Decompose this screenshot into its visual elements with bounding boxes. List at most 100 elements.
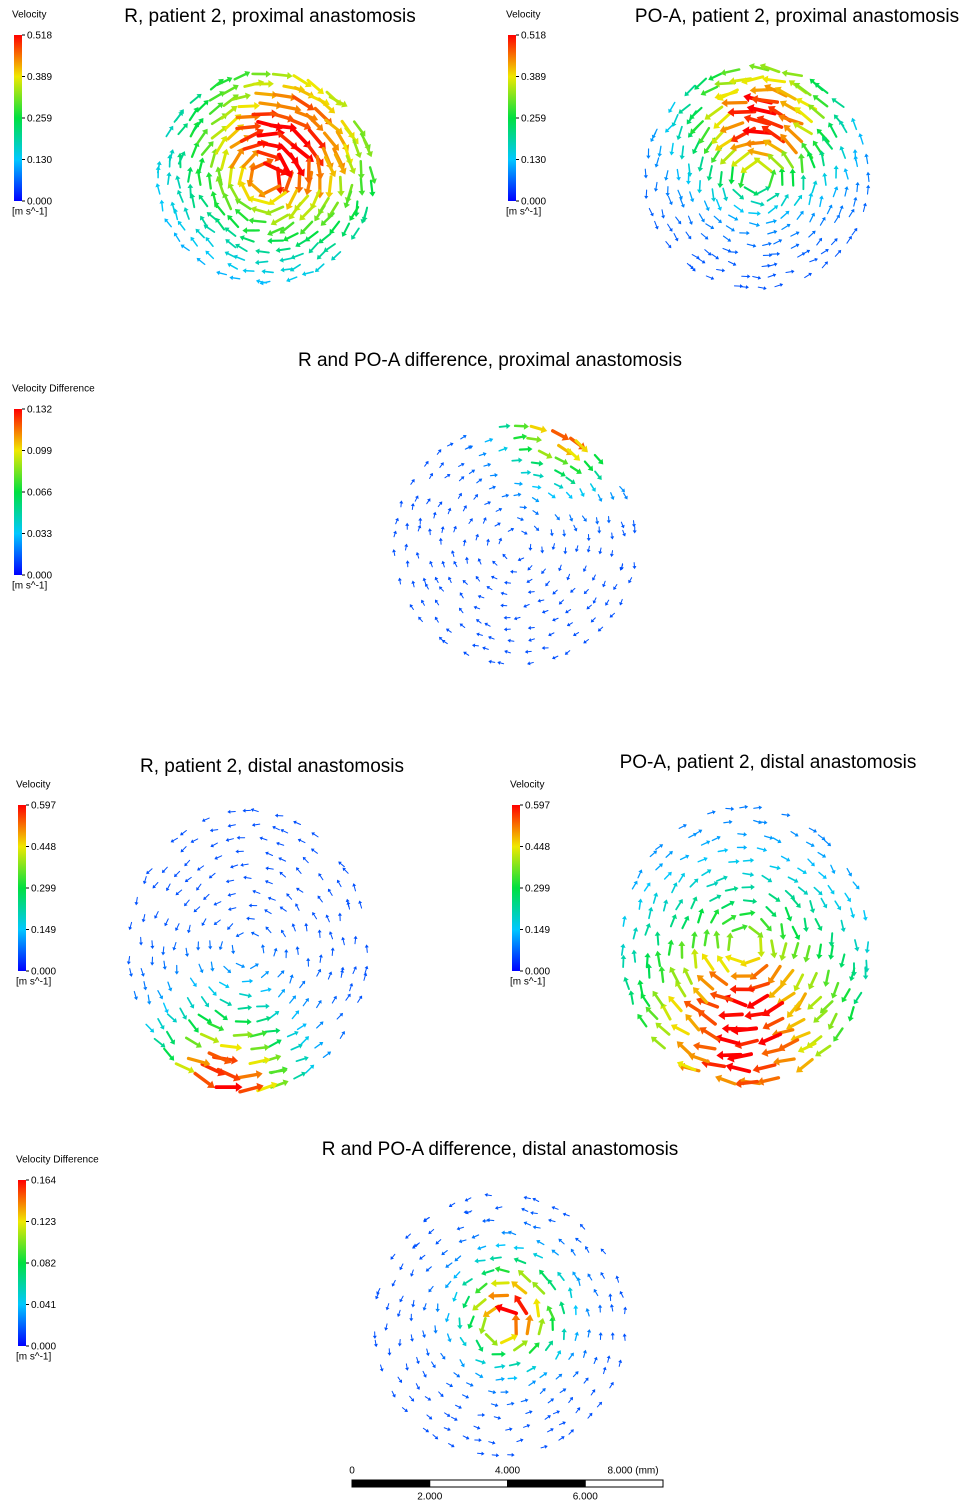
vector-arrow <box>541 1447 545 1448</box>
vector-arrow <box>239 169 243 184</box>
vector-arrow <box>273 74 287 76</box>
vector-arrow-head <box>538 485 542 490</box>
vector-arrow <box>654 129 657 135</box>
vector-arrow <box>427 586 429 589</box>
color-bar <box>14 409 22 575</box>
vector-arrow <box>320 876 323 880</box>
vector-arrow <box>158 187 160 194</box>
vector-arrow <box>717 936 718 948</box>
vector-arrow <box>394 533 395 536</box>
vector-arrow <box>782 993 794 1001</box>
vector-arrow-head <box>157 161 162 165</box>
vector-arrow <box>527 1368 533 1371</box>
vector-arrow <box>496 510 499 512</box>
vector-arrow-head <box>661 215 665 218</box>
vector-arrow <box>819 945 821 955</box>
vector-arrow <box>237 127 255 129</box>
vector-arrow <box>841 921 843 929</box>
vector-arrow <box>569 1399 571 1402</box>
vector-arrow <box>430 475 432 478</box>
vector-arrow <box>763 244 769 245</box>
vector-arrow <box>183 247 189 251</box>
vector-arrow <box>305 272 313 274</box>
vector-arrow <box>669 944 671 954</box>
vector-arrow-head <box>691 949 699 955</box>
vector-arrow <box>576 1410 578 1413</box>
vector-arrow <box>755 966 767 976</box>
vector-arrow-head <box>757 211 761 216</box>
legend-unit: [m s^-1] <box>12 581 47 592</box>
vector-arrow-head <box>358 191 365 196</box>
vector-arrow <box>180 224 185 230</box>
vector-arrow <box>834 983 838 994</box>
vector-arrow <box>808 859 812 864</box>
vector-arrow <box>268 868 273 869</box>
vector-arrow <box>567 492 570 496</box>
vector-arrow <box>176 112 181 120</box>
vector-arrow-head <box>540 473 544 478</box>
vector-arrow <box>568 610 571 612</box>
vector-arrow <box>801 158 802 172</box>
vector-arrow <box>319 898 322 902</box>
vector-arrow-head <box>457 1325 462 1329</box>
vector-arrow <box>784 970 793 982</box>
vector-arrow <box>454 529 455 532</box>
vector-arrow <box>761 919 768 927</box>
vector-arrow <box>297 906 299 910</box>
vector-arrow <box>361 161 362 174</box>
vector-arrow <box>208 253 213 258</box>
vector-arrow-head <box>568 1287 573 1291</box>
vector-arrow <box>239 106 254 107</box>
vector-arrow-head <box>506 1390 509 1394</box>
vector-arrow-head <box>472 644 475 648</box>
vector-arrow-head <box>229 275 233 280</box>
vector-arrow <box>198 173 200 185</box>
vector-arrow <box>555 656 558 657</box>
vector-arrow-head <box>745 139 751 148</box>
vector-arrow-head <box>358 174 365 179</box>
vector-arrow <box>476 1300 485 1307</box>
vector-arrow <box>226 118 237 129</box>
vector-arrow <box>378 1289 380 1293</box>
vector-arrow-head <box>268 987 272 992</box>
panel: R, patient 2, proximal anastomosisVeloci… <box>12 6 416 285</box>
vector-arrow <box>485 440 490 442</box>
vector-arrow <box>723 236 728 240</box>
vector-arrow-head <box>525 1314 533 1321</box>
vector-arrow <box>623 919 624 926</box>
vector-arrow-head <box>405 523 409 526</box>
vector-arrow <box>747 244 753 245</box>
legend-tick-label: 0.518 <box>27 31 52 42</box>
vector-arrow-head <box>853 149 858 153</box>
vector-arrow <box>412 1270 413 1274</box>
vector-arrow <box>566 478 572 482</box>
color-bar <box>14 35 22 201</box>
vector-arrow <box>170 153 172 161</box>
panel: R and PO-A difference, proximal anastomo… <box>12 350 682 665</box>
vector-arrow <box>836 1028 842 1037</box>
vector-arrow <box>388 1304 389 1308</box>
vector-arrow-head <box>139 942 143 945</box>
vector-arrow-head <box>527 470 531 475</box>
vector-arrow <box>284 269 292 270</box>
vector-arrow <box>556 1376 560 1379</box>
vector-arrow-head <box>504 581 507 585</box>
vector-arrow-head <box>426 1353 430 1356</box>
vector-arrow <box>556 458 564 462</box>
vector-arrow <box>423 1331 424 1335</box>
vector-arrow <box>550 1283 555 1290</box>
vector-arrow <box>250 1060 265 1063</box>
vector-arrow-head <box>618 1360 622 1363</box>
vector-arrow-head <box>844 186 848 190</box>
vector-arrow <box>350 986 352 991</box>
vector-arrow <box>769 208 776 213</box>
vector-arrow <box>195 1073 209 1084</box>
vector-arrow-head <box>428 528 432 531</box>
vector-arrow <box>595 471 599 476</box>
vector-arrow-head <box>490 1256 494 1262</box>
vector-arrow <box>612 1307 613 1311</box>
vector-arrow <box>517 1440 521 1441</box>
vector-arrow-head <box>768 242 772 246</box>
vector-arrow <box>589 605 592 607</box>
vector-arrow-head <box>255 260 259 265</box>
